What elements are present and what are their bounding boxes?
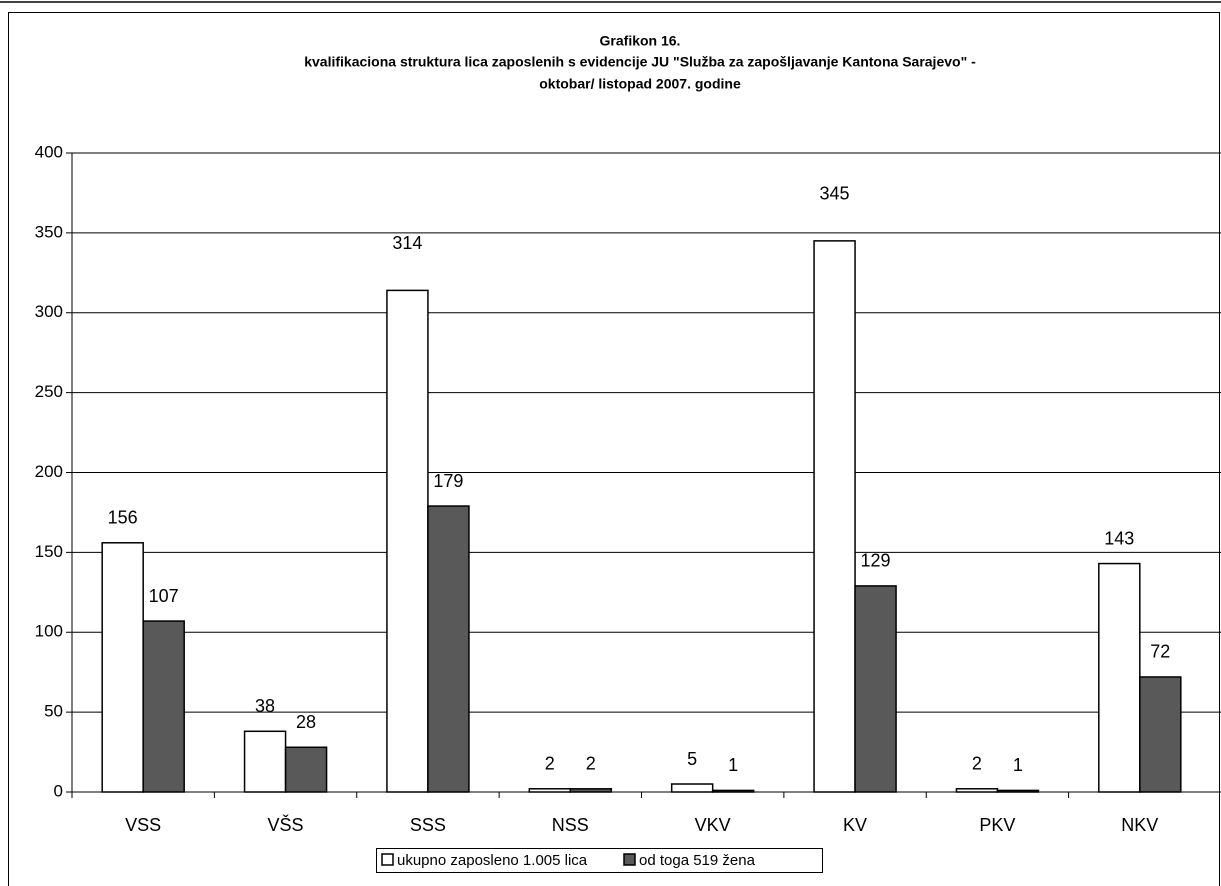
value-label: 2 <box>545 754 555 774</box>
bar <box>996 789 1040 793</box>
bar <box>101 542 144 793</box>
x-tick-label: VSS <box>125 815 161 835</box>
value-label: 129 <box>861 551 891 571</box>
legend-label: ukupno zaposleno 1.005 lica <box>397 852 588 869</box>
bar <box>569 788 613 793</box>
value-label: 28 <box>296 712 316 732</box>
bar <box>386 289 429 793</box>
value-label: 2 <box>972 754 982 774</box>
bar <box>284 746 328 793</box>
bar <box>711 789 755 793</box>
value-label: 1 <box>728 755 738 775</box>
bar <box>1139 676 1182 793</box>
bar <box>528 788 572 793</box>
value-label: 107 <box>149 586 179 606</box>
x-tick-label: VKV <box>695 815 731 835</box>
value-label: 1 <box>1013 755 1023 775</box>
bar <box>243 730 287 793</box>
value-label: 345 <box>820 184 850 204</box>
y-tick-label: 400 <box>35 142 63 161</box>
value-label: 314 <box>392 233 422 253</box>
legend-label: od toga 519 žena <box>639 852 756 869</box>
bar <box>813 240 856 793</box>
value-label: 72 <box>1150 642 1170 662</box>
legend-swatch <box>381 853 394 866</box>
chart-title: Grafikon 16. <box>600 33 681 49</box>
x-tick-label: KV <box>843 815 867 835</box>
y-tick-label: 50 <box>44 702 63 721</box>
y-tick-label: 300 <box>35 302 63 321</box>
x-tick-label: PKV <box>979 815 1015 835</box>
x-tick-label: NKV <box>1121 815 1158 835</box>
value-label: 179 <box>433 471 463 491</box>
x-tick-label: VŠS <box>268 814 304 835</box>
legend-box <box>376 848 823 873</box>
chart-subtitle: kvalifikaciona struktura lica zaposlenih… <box>304 54 976 70</box>
value-label: 156 <box>108 508 138 528</box>
bar <box>670 783 714 793</box>
y-tick-label: 0 <box>54 781 63 800</box>
legend-swatch <box>623 853 636 866</box>
value-label: 143 <box>1104 528 1134 548</box>
x-tick-label: SSS <box>410 815 446 835</box>
y-tick-label: 350 <box>35 222 63 241</box>
bar <box>854 585 897 793</box>
y-tick-label: 200 <box>35 462 63 481</box>
bar <box>955 788 999 793</box>
value-label: 5 <box>687 749 697 769</box>
bar <box>142 620 185 793</box>
chart-subtitle: oktobar/ listopad 2007. godine <box>539 76 741 92</box>
y-tick-label: 150 <box>35 542 63 561</box>
value-label: 2 <box>586 754 596 774</box>
y-tick-label: 250 <box>35 382 63 401</box>
y-tick-label: 100 <box>35 622 63 641</box>
bar <box>1098 562 1141 793</box>
x-tick-label: NSS <box>552 815 589 835</box>
bar <box>427 505 470 793</box>
chart-frame <box>8 12 1220 886</box>
value-label: 38 <box>255 696 275 716</box>
